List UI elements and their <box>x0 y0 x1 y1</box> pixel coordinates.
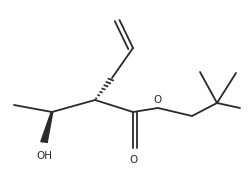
Text: O: O <box>129 155 137 165</box>
Polygon shape <box>41 112 53 142</box>
Text: OH: OH <box>36 151 52 161</box>
Text: O: O <box>154 95 162 105</box>
